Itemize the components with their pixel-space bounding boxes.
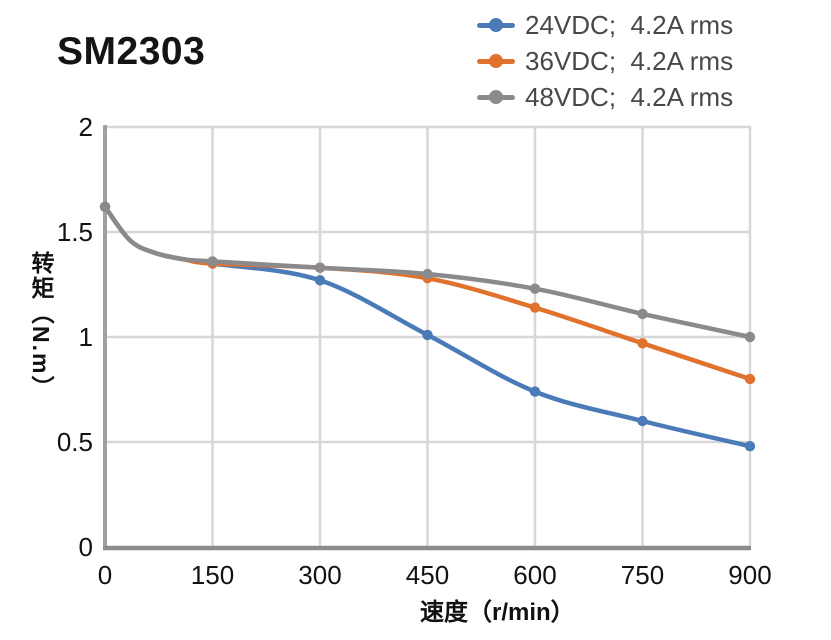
marker-48vdc-600: [529, 283, 541, 294]
y-tick-label-2: 2: [79, 112, 93, 142]
x-tick-label-600: 600: [513, 560, 556, 590]
marker-48vdc-450: [422, 268, 433, 280]
legend-label-36vdc: 36VDC; 4.2A rms: [525, 46, 734, 76]
marker-48vdc-900: [744, 331, 756, 343]
legend-line-dot-icon: [477, 18, 515, 32]
legend-item-36vdc[interactable]: 36VDC; 4.2A rms: [477, 46, 733, 76]
legend-line-dot-icon: [477, 90, 515, 104]
marker-48vdc-0: [99, 201, 111, 212]
legend-line-dot-icon: [477, 54, 515, 68]
legend-dot: [489, 18, 503, 32]
legend-label-48vdc: 48VDC; 4.2A rms: [525, 82, 734, 112]
marker-24vdc-450: [422, 329, 433, 341]
marker-24vdc-750: [637, 415, 648, 427]
legend-dot: [489, 54, 503, 68]
marker-36vdc-750: [637, 338, 648, 349]
y-tick-label-0: 0: [79, 532, 93, 562]
marker-24vdc-900: [744, 441, 756, 452]
y-tick-label-0.5: 0.5: [57, 427, 93, 457]
marker-48vdc-150: [207, 256, 218, 267]
legend: 24VDC; 4.2A rms 36VDC; 4.2A rms 48VDC; 4.2…: [477, 10, 733, 118]
y-axis-label: 转矩（N.m）: [28, 251, 54, 401]
page-title: SM2303: [57, 30, 206, 73]
x-tick-label-900: 900: [728, 560, 771, 590]
legend-item-48vdc[interactable]: 48VDC; 4.2A rms: [477, 82, 733, 112]
x-axis-label: 速度（r/min）: [420, 599, 575, 626]
x-tick-label-450: 450: [406, 560, 449, 590]
y-tick-label-1.5: 1.5: [57, 217, 93, 247]
x-tick-label-150: 150: [191, 560, 234, 590]
legend-item-24vdc[interactable]: 24VDC; 4.2A rms: [477, 10, 733, 40]
marker-24vdc-300: [314, 275, 326, 286]
marker-48vdc-300: [314, 262, 326, 273]
x-tick-label-0: 0: [98, 560, 112, 590]
legend-dot: [489, 90, 503, 104]
x-tick-label-750: 750: [621, 560, 664, 590]
marker-24vdc-600: [529, 386, 541, 397]
marker-36vdc-600: [529, 302, 541, 313]
marker-48vdc-750: [637, 308, 648, 320]
x-tick-label-300: 300: [298, 560, 341, 590]
y-tick-label-1: 1: [79, 322, 93, 352]
legend-label-24vdc: 24VDC; 4.2A rms: [525, 10, 734, 40]
marker-36vdc-900: [744, 373, 756, 385]
